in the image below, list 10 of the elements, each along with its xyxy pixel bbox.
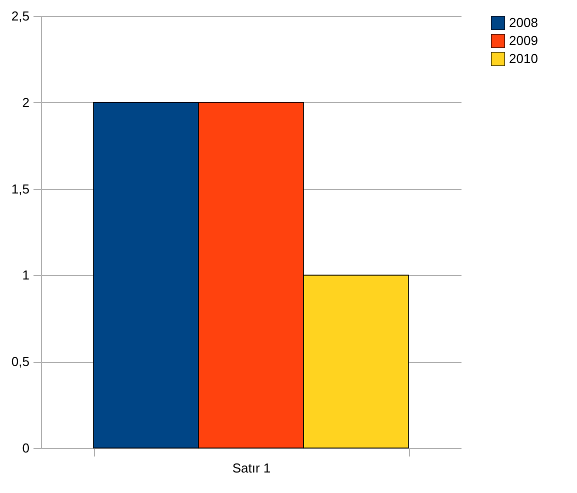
legend-label: 2008 [509, 15, 538, 30]
y-tick-label: 0 [22, 440, 30, 456]
legend-label: 2009 [509, 33, 538, 48]
y-tick-label: 1 [22, 268, 30, 283]
x-tick-label: Satır 1 [232, 460, 271, 476]
y-tick-label: 2,5 [11, 8, 30, 24]
y-tick-label: 1,5 [11, 181, 30, 196]
y-tick-label: 0,5 [11, 354, 30, 370]
legend-label: 2010 [509, 51, 538, 66]
y-tick-label: 2 [22, 94, 30, 110]
